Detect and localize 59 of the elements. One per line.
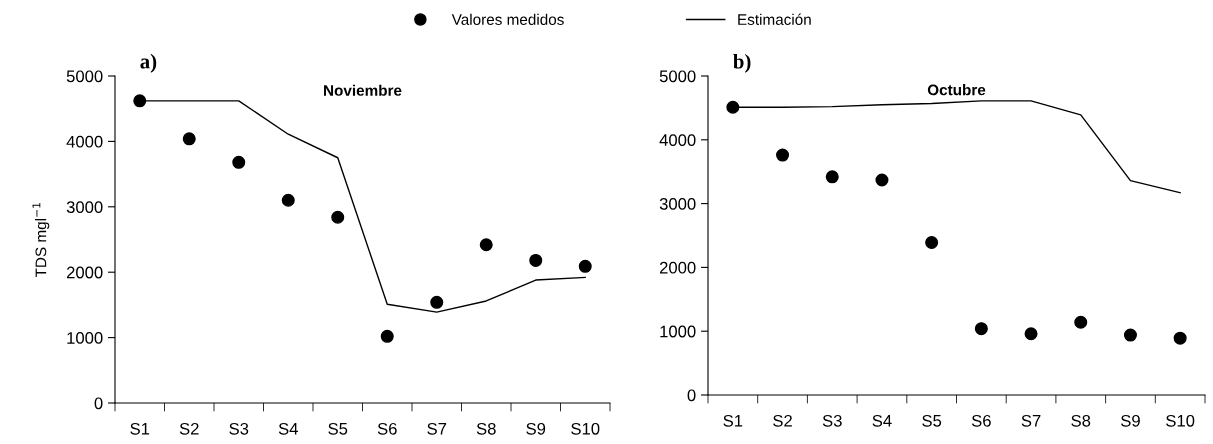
point bbox=[529, 253, 543, 267]
x-tick-label: S8 bbox=[476, 422, 496, 435]
x-tick-label: S4 bbox=[872, 414, 892, 427]
x-tick-label: S10 bbox=[1166, 414, 1195, 427]
point bbox=[776, 148, 790, 162]
x-tick-label: S2 bbox=[179, 422, 199, 435]
x-tick-label: S5 bbox=[922, 414, 942, 427]
point bbox=[182, 132, 196, 146]
x-tick-label: S7 bbox=[1021, 414, 1041, 427]
x-tick-label: S4 bbox=[278, 422, 298, 435]
point bbox=[281, 193, 295, 207]
point bbox=[1173, 331, 1187, 345]
y-tick-label: 2000 bbox=[66, 266, 103, 279]
y-tick-label: 5000 bbox=[659, 70, 696, 83]
point bbox=[232, 155, 246, 169]
x-tick-label: S9 bbox=[526, 422, 546, 435]
y-tick-label: 1000 bbox=[67, 332, 103, 344]
chart-title: Octubre bbox=[927, 84, 986, 96]
y-tick-label: 3000 bbox=[659, 198, 696, 210]
x-tick-label: S5 bbox=[328, 422, 348, 435]
point bbox=[380, 329, 394, 343]
point bbox=[1123, 328, 1137, 342]
y-tick-label: 2000 bbox=[659, 261, 696, 274]
x-tick-label: S6 bbox=[971, 414, 991, 427]
text: b) bbox=[733, 53, 751, 73]
x-tick-label: S9 bbox=[1121, 414, 1140, 427]
x-tick-label: S8 bbox=[1071, 414, 1091, 427]
point bbox=[974, 322, 988, 336]
y-tick-label: 3000 bbox=[66, 201, 103, 213]
y-tick-label: 4000 bbox=[66, 135, 103, 148]
point bbox=[825, 170, 839, 184]
legend-label: Valores medidos bbox=[451, 13, 564, 25]
x-tick-label: S3 bbox=[822, 414, 842, 427]
x-tick-label: S10 bbox=[571, 422, 600, 435]
point bbox=[875, 173, 889, 187]
point bbox=[578, 259, 592, 273]
y-tick-label: 4000 bbox=[659, 134, 696, 146]
y-tick-label: 0 bbox=[687, 389, 696, 402]
chart-title: Noviembre bbox=[324, 84, 402, 96]
point bbox=[331, 210, 345, 224]
x-tick-label: S7 bbox=[427, 422, 447, 435]
y-axis-title: TDS mgl$^{−1}$ bbox=[32, 203, 50, 278]
point bbox=[1074, 315, 1088, 329]
point bbox=[430, 295, 444, 309]
legend-label: Estimación bbox=[738, 13, 811, 25]
text: a) bbox=[140, 53, 157, 73]
point bbox=[133, 94, 147, 108]
y-tick-label: 0 bbox=[94, 397, 103, 410]
y-tick-label: 1000 bbox=[660, 325, 696, 338]
point bbox=[726, 100, 740, 114]
point bbox=[479, 238, 493, 252]
point bbox=[1024, 327, 1038, 341]
x-tick-label: S2 bbox=[773, 414, 792, 427]
x-tick-label: S6 bbox=[377, 422, 397, 435]
point bbox=[925, 236, 939, 250]
x-tick-label: S1 bbox=[723, 414, 743, 427]
y-tick-label: 5000 bbox=[66, 70, 103, 83]
x-tick-label: S3 bbox=[229, 422, 249, 435]
x-tick-label: S1 bbox=[130, 422, 150, 435]
